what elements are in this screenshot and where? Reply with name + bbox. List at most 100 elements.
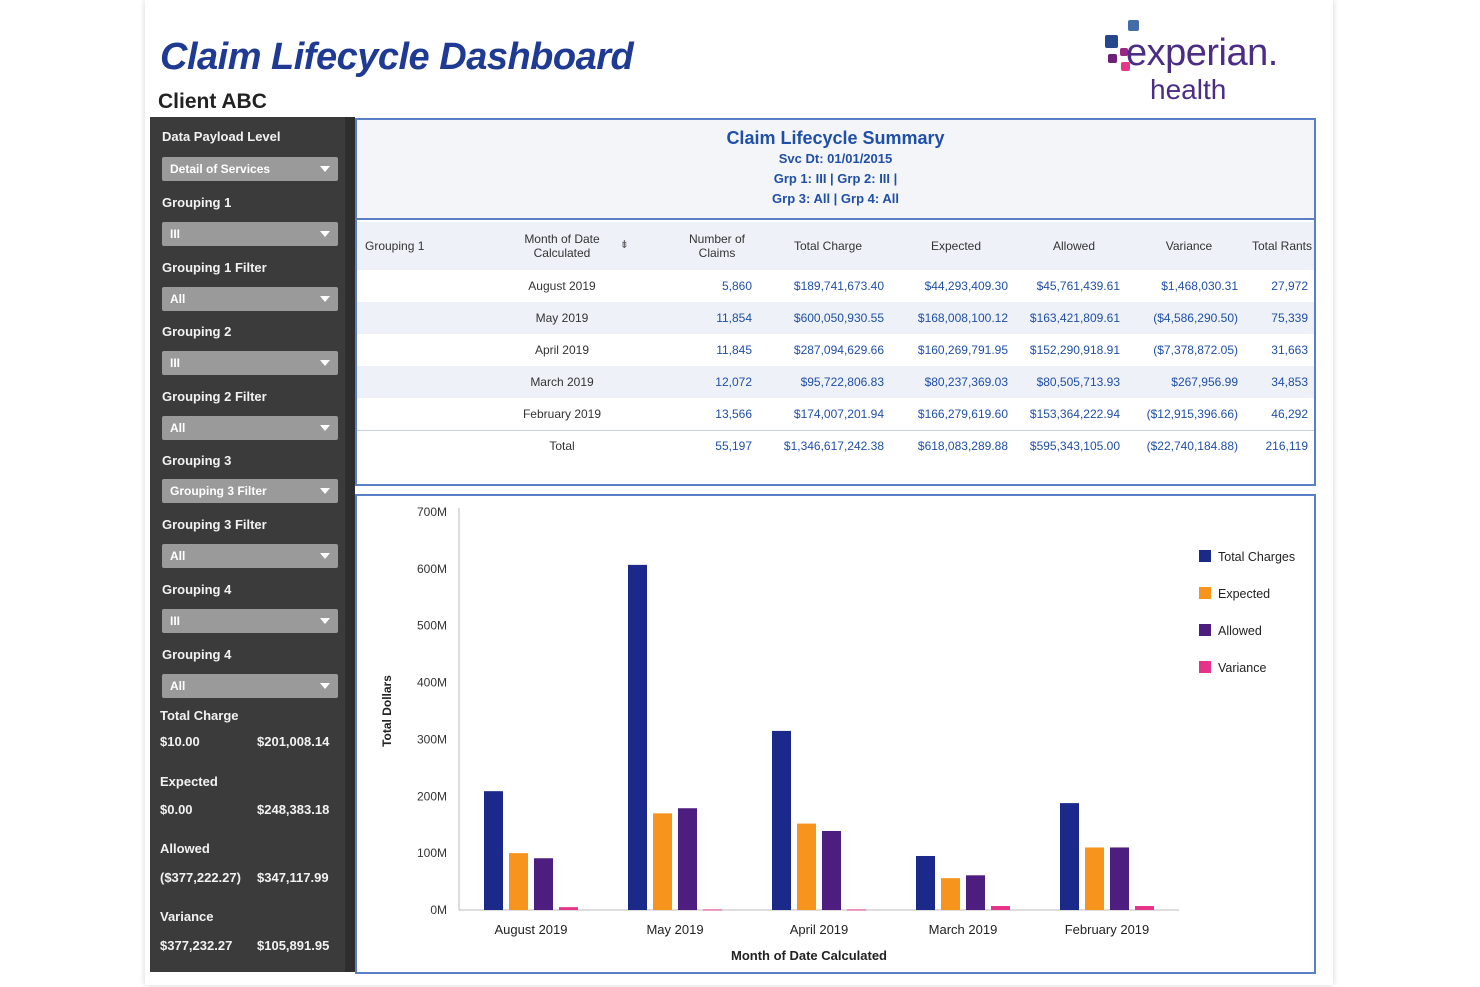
cell-month: March 2019 <box>487 366 637 398</box>
summary-header: Claim Lifecycle Summary Svc Dt: 01/01/20… <box>357 120 1314 220</box>
grouping2-filter-dropdown[interactable]: All <box>162 416 338 440</box>
bar-variance <box>703 909 722 911</box>
y-tick-label: 200M <box>417 789 447 803</box>
total-charge-max[interactable]: $201,008.14 <box>257 734 330 749</box>
bar-chart: 0M 100M 200M 300M 400M 500M 600M 700M Total Doll… <box>380 505 1295 963</box>
sort-icon[interactable]: ⇟ <box>619 239 629 251</box>
cell-allowed: $45,761,439.61 <box>1036 279 1120 293</box>
summary-title: Claim Lifecycle Summary <box>726 128 945 148</box>
logo-dot-4 <box>1108 54 1117 63</box>
grouping3-filter-value: All <box>170 549 186 563</box>
chart-panel: 0M 100M 200M 300M 400M 500M 600M 700M Total Doll… <box>355 494 1316 974</box>
total-charge-min[interactable]: $10.00 <box>160 734 200 749</box>
cell-rants: 34,853 <box>1248 366 1314 398</box>
legend-swatch <box>1199 550 1211 562</box>
variance-label: Variance <box>160 909 214 924</box>
sidebar-divider <box>345 117 355 972</box>
cell-claims: 12,072 <box>637 366 762 398</box>
cell-expected: $44,293,409.30 <box>924 279 1008 293</box>
cell-month: April 2019 <box>534 343 590 357</box>
cell-variance: ($22,740,184.88) <box>1130 429 1248 462</box>
cell-expected: $166,279,619.60 <box>917 406 1008 421</box>
col-header-claims[interactable]: Number of Claims <box>637 222 762 270</box>
bar-variance <box>991 906 1010 910</box>
table-row[interactable]: April 2019 11,845 $287,094,629.66 $160,269,… <box>357 334 1314 366</box>
cell-grouping1 <box>357 366 487 398</box>
variance-min[interactable]: $377,232.27 <box>160 938 233 953</box>
chevron-down-icon <box>320 425 330 431</box>
cell-grouping1 <box>357 429 487 462</box>
bar-expected <box>797 823 816 910</box>
logo-dot-1 <box>1128 20 1139 31</box>
cell-variance: ($4,586,290.50) <box>1130 302 1248 334</box>
bar-variance <box>1135 906 1154 910</box>
cell-charge: $95,722,806.83 <box>762 366 894 398</box>
expected-label: Expected <box>160 774 218 789</box>
cell-charge: $600,050,930.55 <box>762 302 894 334</box>
grouping2-label: Grouping 2 <box>162 324 232 339</box>
x-tick-label: February 2019 <box>1065 922 1150 937</box>
table-row[interactable]: May 2019 11,854 $600,050,930.55 $168,008,10… <box>357 302 1314 334</box>
grouping2-filter-value: All <box>170 421 186 435</box>
cell-rants: 31,663 <box>1271 343 1308 357</box>
expected-min[interactable]: $0.00 <box>160 802 193 817</box>
allowed-min[interactable]: ($377,222.27) <box>160 870 241 885</box>
col-header-variance[interactable]: Variance <box>1130 222 1248 270</box>
cell-charge: $1,346,617,242.38 <box>762 429 894 462</box>
cell-month: Total <box>487 429 637 462</box>
data-payload-dropdown[interactable]: Detail of Services <box>162 157 338 181</box>
bar-expected <box>509 853 528 910</box>
table-row[interactable]: February 2019 13,566 $174,007,201.94 $166,2… <box>357 398 1314 430</box>
cell-charge: $174,007,201.94 <box>793 406 884 421</box>
col-header-grouping1[interactable]: Grouping 1 <box>357 222 487 270</box>
chevron-down-icon <box>320 360 330 366</box>
legend-label: Allowed <box>1218 624 1262 638</box>
grouping1-dropdown[interactable]: III <box>162 222 338 246</box>
grouping4-dropdown[interactable]: III <box>162 609 338 633</box>
grouping3-value: Grouping 3 Filter <box>170 484 267 498</box>
legend-swatch <box>1199 624 1211 636</box>
col-header-total-charge[interactable]: Total Charge <box>762 222 894 270</box>
table-row[interactable]: August 2019 5,860 $189,741,673.40 $44,293,4… <box>357 270 1314 302</box>
legend-swatch <box>1199 587 1211 599</box>
cell-expected: $160,269,791.95 <box>917 343 1008 357</box>
bar-variance <box>559 907 578 910</box>
cell-rants: 75,339 <box>1248 302 1314 334</box>
col-header-month[interactable]: Month of Date Calculated ⇟ <box>487 222 637 270</box>
table-total-row[interactable]: Total 55,197 $1,346,617,242.38 $618,083,289… <box>357 429 1314 462</box>
grouping2-dropdown[interactable]: III <box>162 351 338 375</box>
grouping1-filter-value: All <box>170 292 186 306</box>
col-header-expected[interactable]: Expected <box>894 222 1018 270</box>
grouping3-dropdown[interactable]: Grouping 3 Filter <box>162 479 338 503</box>
grouping1-filter-dropdown[interactable]: All <box>162 287 338 311</box>
y-tick-label: 0M <box>430 903 447 917</box>
grouping3-filter-label: Grouping 3 Filter <box>162 517 267 532</box>
expected-max[interactable]: $248,383.18 <box>257 802 330 817</box>
cell-rants: 27,972 <box>1271 279 1308 293</box>
allowed-label: Allowed <box>160 841 210 856</box>
cell-expected: $618,083,289.88 <box>894 429 1018 462</box>
x-axis-title: Month of Date Calculated <box>731 948 887 963</box>
grouping1-filter-label: Grouping 1 Filter <box>162 260 267 275</box>
grouping3-filter-dropdown[interactable]: All <box>162 544 338 568</box>
x-tick-label: March 2019 <box>929 922 998 937</box>
bar-total-charges <box>484 791 503 910</box>
data-payload-label: Data Payload Level <box>162 129 281 144</box>
summary-panel: Claim Lifecycle Summary Svc Dt: 01/01/20… <box>355 118 1316 486</box>
grouping4b-label: Grouping 4 <box>162 647 232 662</box>
allowed-max[interactable]: $347,117.99 <box>257 870 329 885</box>
col-header-allowed[interactable]: Allowed <box>1018 222 1130 270</box>
grouping2-filter-label: Grouping 2 Filter <box>162 389 267 404</box>
data-payload-value: Detail of Services <box>170 162 271 176</box>
cell-allowed: $152,290,918.91 <box>1029 343 1120 357</box>
grouping4b-dropdown[interactable]: All <box>162 674 338 698</box>
table-row[interactable]: March 2019 12,072 $95,722,806.83 $80,237,36… <box>357 366 1314 398</box>
variance-max[interactable]: $105,891.95 <box>257 938 330 953</box>
bar-allowed <box>678 808 697 910</box>
cell-claims: 11,845 <box>716 343 752 357</box>
summary-groups-line2: Grp 3: All | Grp 4: All <box>772 191 899 206</box>
cell-variance: ($7,378,872.05) <box>1153 343 1238 357</box>
summary-groups-line1: Grp 1: III | Grp 2: III | <box>773 171 898 186</box>
col-header-total-rants[interactable]: Total Rants <box>1248 222 1314 270</box>
cell-allowed: $595,343,105.00 <box>1018 429 1130 462</box>
